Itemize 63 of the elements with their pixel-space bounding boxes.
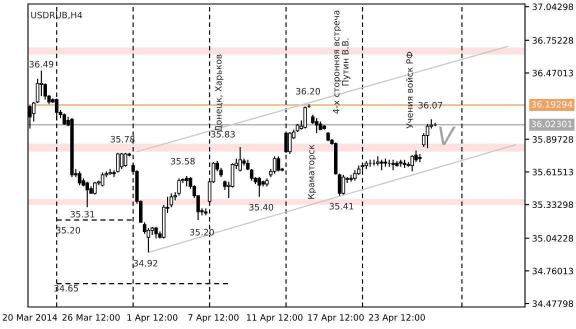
candlestick (258, 176, 262, 198)
annotation: 34.65 (54, 284, 78, 292)
annotation: 35.20 (190, 228, 214, 236)
text: USDRUB,H4 (31, 12, 82, 20)
y-tick-label: 34.47798 (532, 300, 574, 307)
candlestick (326, 131, 330, 142)
candlestick (154, 226, 158, 240)
candlestick (376, 156, 380, 166)
x-tick-label: 26 Mar 12:00 (62, 314, 120, 321)
annotation: Краматорск (308, 144, 316, 199)
ref-line-label: 36.19294 (532, 100, 572, 108)
annotation: 35.58 (170, 158, 195, 165)
candlestick (391, 159, 395, 171)
annotation: 35.78 (110, 136, 135, 143)
annotation: Донецк, Харьков (215, 54, 224, 132)
y-tick-label: 37.04298 (532, 3, 574, 10)
candlestick (124, 152, 128, 168)
annotation: 36.49 (30, 60, 54, 68)
annotation: 35.31 (70, 210, 94, 218)
x-tick-label: 11 Apr 12:00 (247, 314, 303, 322)
y-tick-label: 35.89728 (532, 136, 574, 143)
candlestick (288, 131, 292, 155)
candlestick (116, 152, 120, 174)
y-tick-label: 36.47013 (532, 70, 573, 76)
candlestick (303, 106, 307, 130)
candlestick (184, 175, 188, 187)
annotation: 35.20 (56, 226, 80, 234)
candlestick (62, 112, 66, 126)
candlestick (380, 159, 384, 171)
candlestick (426, 123, 430, 149)
candlestick (276, 156, 280, 172)
x-tick-label: 7 Apr 12:00 (188, 314, 239, 322)
y-tick-label: 35.61513 (532, 168, 573, 176)
annotation: 35.40 (249, 204, 274, 211)
annotation: 34.92 (134, 260, 158, 267)
candlestick (177, 178, 181, 196)
y-tick-label: 36.75228 (532, 37, 574, 44)
ref-line-label: 36.02301 (532, 120, 572, 128)
candlestick (342, 174, 346, 196)
y-tick-label: 35.04228 (532, 235, 574, 242)
candlestick (353, 170, 357, 182)
candlestick (108, 168, 112, 176)
candlestick (410, 154, 414, 172)
annotation: V (439, 126, 456, 145)
annotation: 36.20 (296, 88, 320, 95)
candlestick (272, 156, 276, 174)
annotation: 35.83 (211, 130, 235, 138)
candlestick (238, 146, 242, 172)
y-tick-label: 35.33298 (532, 201, 574, 208)
candlestick (120, 152, 124, 170)
candlestick (78, 170, 82, 186)
candlestick (93, 181, 97, 196)
candlestick (100, 172, 104, 187)
x-tick-label: 17 Apr 12:00 (308, 314, 364, 322)
candlestick (86, 181, 90, 208)
x-tick-label: 20 Mar 2014 (2, 314, 58, 321)
annotation: 4-х сторонняя встреча Путин В.В. (332, 10, 350, 114)
x-tick-label: 1 Apr 12:00 (127, 314, 178, 322)
y-tick-label: 34.76013 (532, 268, 573, 274)
candlestick (314, 118, 318, 134)
x-tick-label: 23 Apr 12:00 (369, 314, 425, 322)
annotation: Учения войск РФ (406, 52, 413, 128)
annotation: 35.41 (330, 202, 354, 210)
